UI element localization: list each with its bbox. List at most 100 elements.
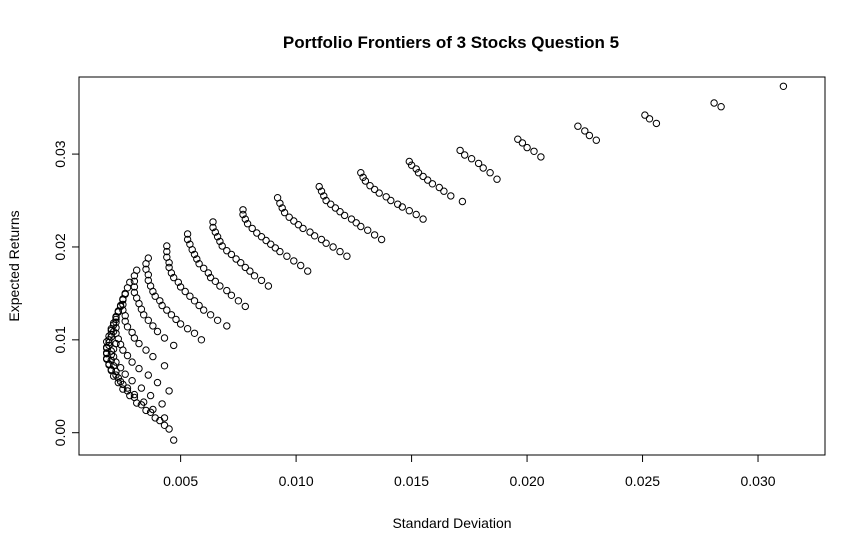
data-point bbox=[412, 165, 420, 173]
data-point bbox=[264, 282, 273, 290]
data-point bbox=[405, 157, 413, 166]
data-point bbox=[257, 276, 266, 285]
data-point bbox=[200, 306, 208, 314]
data-point bbox=[195, 301, 203, 310]
data-point bbox=[262, 236, 270, 245]
data-point bbox=[290, 257, 298, 265]
data-point bbox=[130, 334, 139, 342]
data-point bbox=[271, 244, 279, 252]
data-point bbox=[717, 103, 725, 111]
data-point bbox=[112, 367, 120, 376]
x-axis: 0.005 0.010 0.015 0.020 0.025 0.030 bbox=[163, 454, 776, 489]
data-point bbox=[523, 143, 531, 152]
data-point bbox=[160, 362, 169, 370]
data-point bbox=[530, 147, 538, 156]
data-point bbox=[493, 175, 501, 183]
data-point bbox=[142, 406, 150, 415]
data-point bbox=[306, 228, 314, 236]
y-axis-label: Expected Returns bbox=[6, 210, 22, 321]
data-point bbox=[172, 315, 180, 324]
data-point bbox=[322, 239, 330, 247]
data-point bbox=[135, 339, 143, 348]
data-point bbox=[176, 283, 185, 291]
data-point bbox=[181, 287, 189, 296]
data-point bbox=[779, 82, 788, 91]
data-point bbox=[407, 161, 416, 169]
data-point bbox=[137, 384, 146, 392]
data-point bbox=[290, 217, 298, 225]
data-point bbox=[151, 292, 159, 300]
data-point bbox=[327, 200, 335, 208]
data-point bbox=[167, 269, 176, 277]
data-point bbox=[343, 252, 351, 260]
x-tick-label: 0.015 bbox=[394, 473, 429, 489]
data-point bbox=[121, 370, 129, 378]
plot-frame bbox=[78, 76, 826, 456]
data-point bbox=[165, 387, 173, 395]
data-point bbox=[280, 208, 289, 217]
data-point bbox=[193, 255, 201, 263]
data-point bbox=[428, 180, 437, 188]
data-point bbox=[156, 297, 164, 305]
data-point bbox=[128, 377, 136, 385]
data-point bbox=[103, 344, 111, 352]
data-point bbox=[486, 169, 494, 177]
data-point bbox=[652, 119, 661, 128]
y-tick-label: 0.02 bbox=[52, 233, 68, 260]
data-point bbox=[278, 204, 286, 212]
y-axis: 0.00 0.01 0.02 0.03 bbox=[52, 140, 80, 446]
data-point bbox=[382, 193, 390, 201]
data-point bbox=[377, 235, 386, 244]
data-point bbox=[299, 224, 307, 233]
data-point bbox=[197, 336, 206, 344]
data-point bbox=[315, 182, 323, 191]
data-point bbox=[641, 111, 649, 119]
data-point bbox=[645, 115, 654, 123]
data-point bbox=[126, 391, 134, 400]
data-point bbox=[186, 292, 194, 300]
data-point bbox=[440, 187, 448, 195]
data-point bbox=[331, 204, 340, 212]
y-tick-label: 0.01 bbox=[52, 326, 68, 353]
data-point bbox=[218, 242, 226, 250]
data-point bbox=[146, 408, 155, 416]
data-point bbox=[121, 312, 129, 320]
data-point bbox=[435, 183, 443, 192]
data-point bbox=[119, 385, 127, 393]
data-point bbox=[347, 215, 356, 223]
data-point bbox=[248, 224, 256, 233]
data-point bbox=[405, 207, 413, 215]
data-point bbox=[142, 260, 150, 268]
data-point bbox=[183, 230, 192, 238]
data-point bbox=[241, 302, 250, 311]
x-tick-label: 0.010 bbox=[279, 473, 314, 489]
data-point bbox=[130, 283, 139, 291]
y-tick-label: 0.00 bbox=[52, 419, 68, 446]
data-point bbox=[144, 271, 153, 279]
data-point bbox=[200, 264, 208, 272]
data-point bbox=[340, 211, 349, 220]
data-point bbox=[322, 196, 330, 205]
data-point bbox=[241, 215, 250, 223]
data-point bbox=[359, 173, 367, 182]
data-point bbox=[119, 380, 127, 389]
data-point bbox=[163, 306, 171, 314]
data-point bbox=[310, 232, 319, 240]
data-point bbox=[234, 297, 243, 305]
data-point bbox=[123, 323, 132, 331]
data-point bbox=[592, 136, 600, 144]
data-point bbox=[285, 213, 293, 221]
data-point bbox=[209, 223, 217, 232]
data-point bbox=[336, 247, 344, 256]
data-point bbox=[357, 222, 365, 231]
data-point bbox=[137, 401, 146, 409]
data-point bbox=[424, 176, 432, 184]
data-point bbox=[419, 215, 427, 223]
data-point bbox=[283, 252, 291, 260]
data-point bbox=[537, 153, 545, 161]
data-point bbox=[174, 278, 183, 286]
data-point bbox=[250, 272, 259, 280]
data-point bbox=[518, 139, 527, 147]
data-point bbox=[103, 350, 111, 358]
data-point bbox=[209, 218, 217, 226]
